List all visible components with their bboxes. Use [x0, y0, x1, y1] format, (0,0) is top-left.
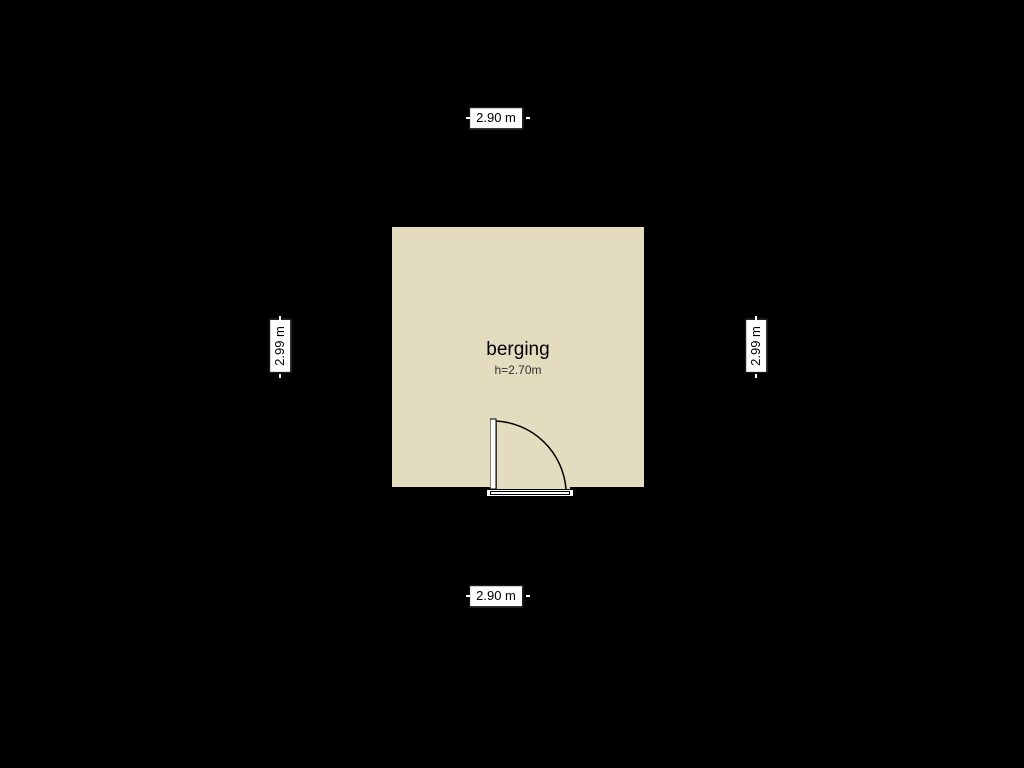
dimension-left-tick-bottom	[279, 374, 281, 378]
room-label-group: berging h=2.70m	[392, 339, 644, 377]
dimension-right-tick-bottom	[755, 374, 757, 378]
dimension-bottom-tick-left	[466, 595, 470, 597]
dimension-top-tick-left	[466, 117, 470, 119]
floorplan-canvas: berging h=2.70m 2.90 m 2.90 m 2.99 m 2.9…	[0, 0, 1024, 768]
room-height-label: h=2.70m	[392, 363, 644, 377]
dimension-top: 2.90 m	[469, 107, 523, 129]
room-name: berging	[392, 339, 644, 361]
dimension-top-tick-right	[526, 117, 530, 119]
dimension-right-tick-top	[755, 316, 757, 320]
dimension-right: 2.99 m	[745, 319, 767, 373]
dimension-left-tick-top	[279, 316, 281, 320]
dimension-bottom: 2.90 m	[469, 585, 523, 607]
door-threshold-inner	[490, 491, 570, 495]
dimension-left: 2.99 m	[269, 319, 291, 373]
door-swing-arc	[490, 417, 570, 489]
dimension-bottom-tick-right	[526, 595, 530, 597]
